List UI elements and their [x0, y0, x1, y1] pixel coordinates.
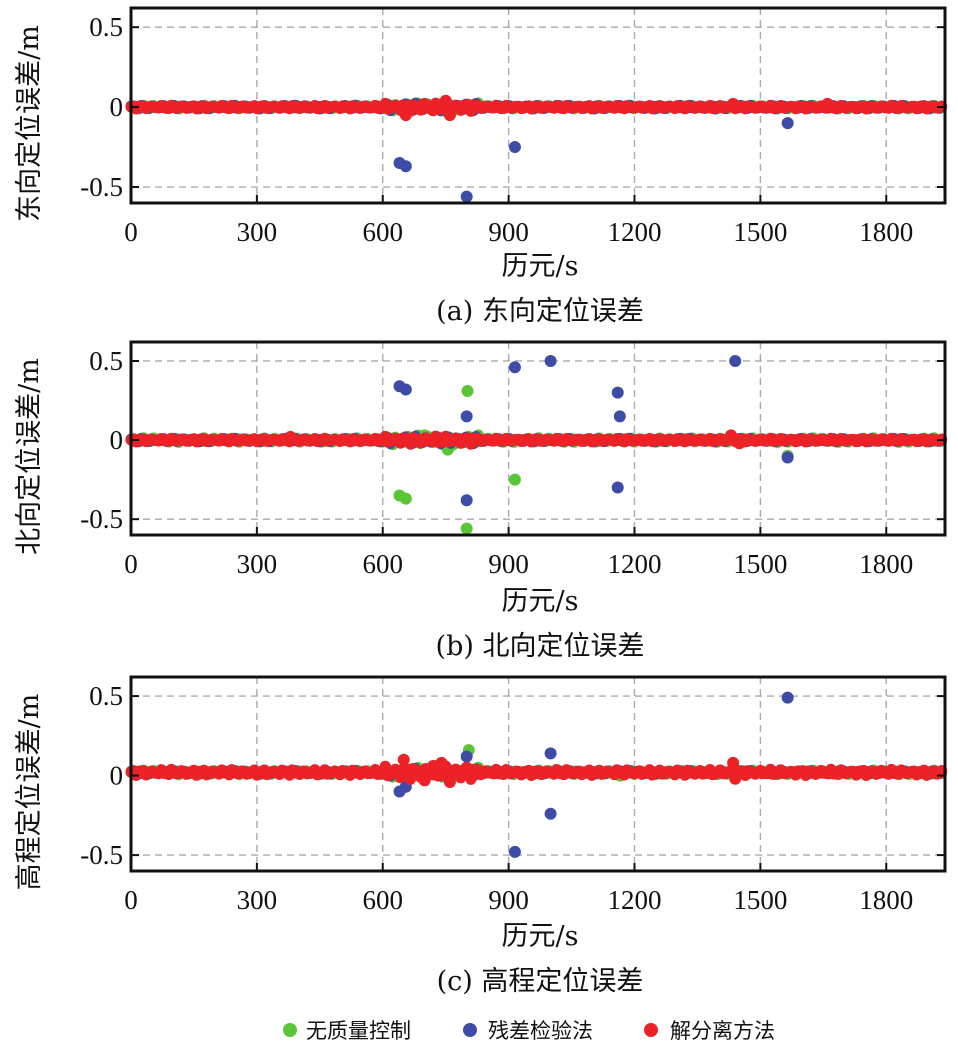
data-point [460, 190, 473, 203]
legend-label: 解分离方法 [670, 1019, 775, 1043]
x-tick-label: 1800 [859, 217, 913, 247]
y-axis-label: 北向定位误差/m [14, 358, 45, 555]
data-point [781, 691, 794, 704]
data-point [460, 494, 473, 507]
legend-marker [644, 1023, 658, 1037]
x-tick-label: 1800 [859, 885, 913, 915]
y-tick-label: 0.5 [89, 12, 123, 42]
data-point [613, 410, 626, 423]
data-point [781, 117, 794, 130]
data-point [397, 753, 410, 766]
data-point [418, 774, 431, 787]
x-tick-label: 600 [363, 549, 404, 579]
legend: 无质量控制 残差检验法 解分离方法 [283, 1019, 775, 1043]
y-tick-label: -0.5 [80, 840, 123, 870]
y-axis-label: 东向定位误差/m [14, 25, 45, 222]
y-tick-label: 0.5 [89, 681, 123, 711]
data-point [725, 429, 738, 442]
x-tick-label: 600 [363, 217, 404, 247]
data-point [427, 104, 440, 117]
panel-north: 0.50-0.50 300 600 900 1200 1500 1800 北向定位误差/m … [14, 340, 948, 662]
x-tick-label: 1200 [608, 549, 662, 579]
x-tick-label: 0 [124, 885, 138, 915]
plot-frame [129, 6, 947, 205]
data-point [611, 386, 624, 399]
y-tick-label: -0.5 [80, 504, 123, 534]
data-point [544, 354, 557, 367]
data-point [508, 361, 521, 374]
data-point [821, 97, 834, 110]
data-point [508, 845, 521, 858]
data-point [435, 756, 448, 769]
y-axis-label: 高程定位误差/m [14, 694, 45, 891]
data-point [460, 750, 473, 763]
x-tick-label: 1800 [859, 549, 913, 579]
data-point [460, 410, 473, 423]
data-point [399, 109, 412, 122]
data-point [439, 94, 452, 107]
data-point [508, 473, 521, 486]
plot-frame [129, 340, 947, 537]
x-tick-label: 900 [488, 885, 529, 915]
x-tick-label: 300 [237, 549, 278, 579]
data-point [544, 747, 557, 760]
x-tick-label: 1500 [733, 217, 787, 247]
x-tick-label: 600 [363, 885, 404, 915]
data-point [460, 761, 473, 774]
x-axis-label: 历元/s [502, 921, 579, 952]
y-tick-label: 0.5 [89, 346, 123, 376]
x-tick-label: 300 [237, 217, 278, 247]
x-tick-label: 1500 [733, 549, 787, 579]
x-tick-label: 1200 [608, 217, 662, 247]
y-tick-label: 0 [110, 761, 124, 791]
plot-frame [129, 675, 947, 873]
data-point [418, 97, 431, 110]
data-point [727, 756, 740, 769]
legend-label: 无质量控制 [306, 1019, 411, 1043]
data-point [399, 383, 412, 396]
data-point-band [379, 760, 391, 772]
y-tick-label: -0.5 [80, 172, 123, 202]
data-point [729, 772, 742, 785]
data-point [544, 807, 557, 820]
data-point [461, 385, 474, 398]
data-point [443, 109, 456, 122]
x-axis-label: 历元/s [502, 586, 579, 617]
data-point [443, 775, 456, 788]
data-point [508, 141, 521, 154]
x-axis-label: 历元/s [502, 251, 579, 282]
legend-label: 残差检验法 [488, 1019, 593, 1043]
x-tick-label: 0 [124, 549, 138, 579]
data-point [460, 522, 473, 535]
data-point [399, 492, 412, 505]
x-tick-label: 900 [488, 217, 529, 247]
x-tick-label: 1500 [733, 885, 787, 915]
data-point [727, 97, 740, 110]
y-tick-label: 0 [110, 425, 124, 455]
x-tick-label: 1200 [608, 885, 662, 915]
panel-caption: (b) 北向定位误差 [436, 631, 645, 662]
x-tick-label: 300 [237, 885, 278, 915]
data-point [399, 160, 412, 173]
data-point [733, 437, 746, 450]
legend-marker [283, 1023, 297, 1037]
panel-east: 0.50-0.50 300 600 900 1200 1500 1800 东向定位误差/m … [14, 6, 948, 327]
data-point [781, 451, 794, 464]
panel-caption: (a) 东向定位误差 [436, 296, 644, 327]
panel-caption: (c) 高程定位误差 [437, 966, 644, 997]
y-tick-label: 0 [110, 92, 124, 122]
data-point [284, 430, 297, 443]
x-tick-label: 0 [124, 217, 138, 247]
x-tick-label: 900 [488, 549, 529, 579]
data-point [611, 481, 624, 494]
panel-height: 0.50-0.50 300 600 900 1200 1500 1800 高程定位误差/m … [14, 675, 948, 997]
data-point [729, 354, 742, 367]
legend-marker [463, 1023, 477, 1037]
